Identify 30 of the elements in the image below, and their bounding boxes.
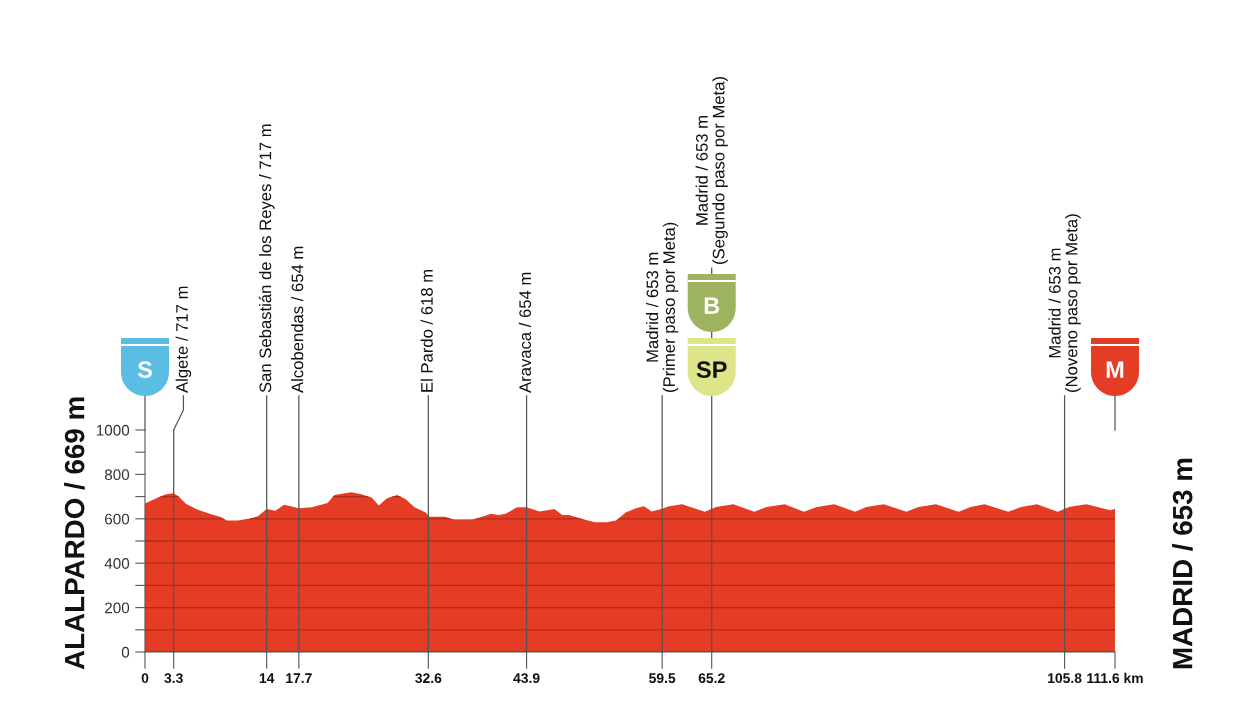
ref-line-label: Alcobendas / 654 m <box>291 246 304 393</box>
x-tick-label: 3.3 <box>164 673 183 684</box>
x-tick-label: 105.8 <box>1048 673 1082 684</box>
x-tick-label: 32.6 <box>415 673 442 684</box>
ref-line-label: Madrid / 653 m (Primer paso por Meta) <box>646 222 679 392</box>
text: ALALPARDO / 669 m <box>64 397 85 670</box>
ref-line-label: Madrid / 653 m (Noveno paso por Meta) <box>1048 214 1081 392</box>
ref-line-label: Aravaca / 654 m <box>518 272 532 393</box>
ref-line-label: Madrid / 653 m (Segundo paso por Meta) <box>695 77 728 264</box>
text: SP <box>696 361 727 378</box>
y-tick-label: 800 <box>104 469 130 481</box>
y-tick-label: 600 <box>105 513 130 525</box>
ref-line-label: San Sebastián de los Reyes / 717 m <box>258 124 275 393</box>
x-tick-label: 0 <box>141 673 149 684</box>
x-tick-label: 14 <box>259 673 275 683</box>
y-tick-label: 1000 <box>96 424 130 436</box>
text: B <box>704 297 720 314</box>
x-tick-label: 65.2 <box>698 673 725 684</box>
y-tick-label: 0 <box>121 646 130 658</box>
x-tick-label: 17.7 <box>286 673 312 683</box>
y-tick-label: 200 <box>105 602 130 614</box>
y-tick-label: 400 <box>104 558 130 569</box>
ref-line-label: El Pardo / 618 m <box>420 269 433 392</box>
ref-line-label: Algete / 717 m <box>175 286 192 393</box>
text: M <box>1106 361 1124 378</box>
x-tick-label: 111.6 km <box>1087 672 1143 684</box>
x-tick-label: 43.9 <box>513 673 540 684</box>
x-tick-label: 59.5 <box>649 673 676 684</box>
text: S <box>137 361 152 378</box>
text: MADRID / 653 m <box>1172 458 1193 669</box>
